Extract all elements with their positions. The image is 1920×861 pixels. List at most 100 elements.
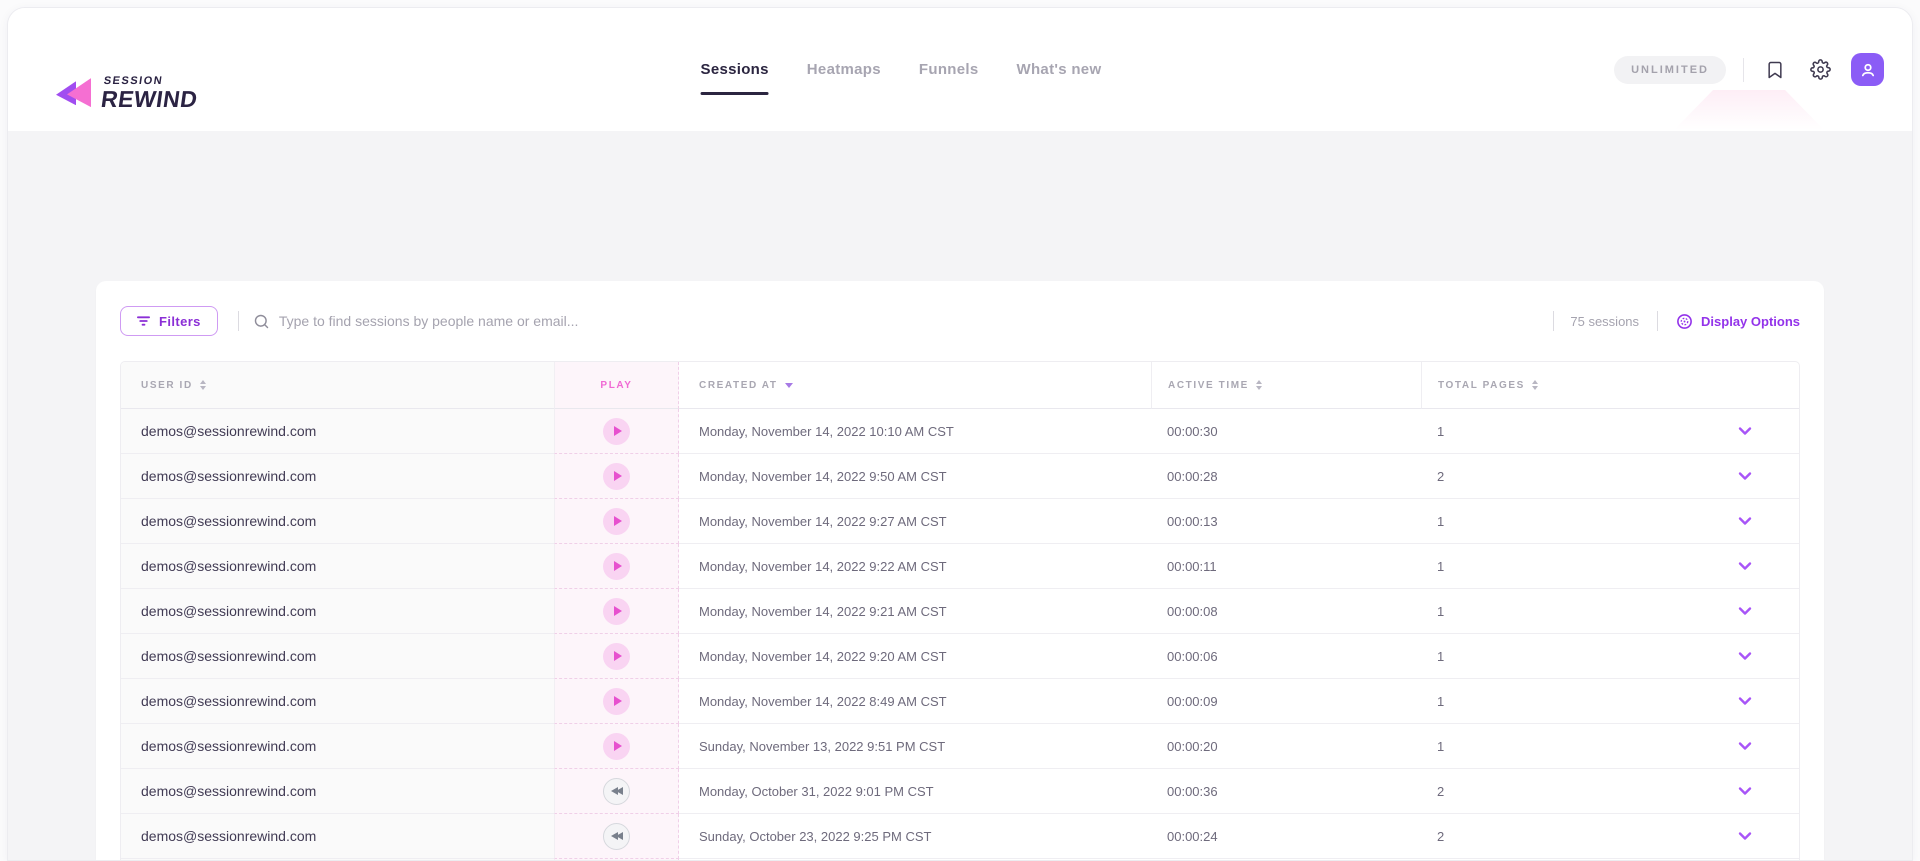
play-session-button[interactable] — [603, 643, 630, 670]
session-count: 75 sessions — [1570, 314, 1639, 329]
active-time-cell: 00:00:24 — [1151, 814, 1421, 859]
play-session-button[interactable] — [603, 598, 630, 625]
table-row[interactable]: demos@sessionrewind.com Monday, November… — [121, 679, 1799, 724]
filter-icon — [137, 315, 150, 327]
bookmark-icon[interactable] — [1761, 56, 1789, 84]
chevron-down-icon[interactable] — [1736, 557, 1754, 575]
filters-button[interactable]: Filters — [120, 306, 218, 336]
rewind-session-button[interactable] — [603, 823, 630, 850]
tab-funnels[interactable]: Funnels — [919, 61, 979, 78]
play-cell — [554, 634, 679, 679]
user-id-cell: demos@sessionrewind.com — [121, 589, 554, 634]
total-pages-cell: 1 — [1421, 499, 1691, 544]
play-cell — [554, 454, 679, 499]
play-cell — [554, 769, 679, 814]
play-session-button[interactable] — [603, 688, 630, 715]
session-rewind-logo[interactable]: SESSION REWIND — [56, 76, 198, 111]
logo-word-rewind: REWIND — [100, 88, 200, 111]
app-window: SESSION REWIND Sessions Heatmaps Funnels… — [7, 7, 1913, 861]
user-id-cell: demos@sessionrewind.com — [121, 409, 554, 454]
plan-badge: UNLIMITED — [1614, 56, 1726, 84]
count-divider-right — [1657, 311, 1658, 331]
tab-whats-new[interactable]: What's new — [1017, 61, 1102, 78]
play-cell — [554, 679, 679, 724]
table-header: User ID Play Created At Active Time — [121, 362, 1799, 409]
play-icon — [614, 426, 622, 436]
rewind-icon — [611, 787, 623, 795]
play-cell — [554, 814, 679, 859]
play-session-button[interactable] — [603, 508, 630, 535]
created-at-cell: Monday, November 14, 2022 9:27 AM CST — [679, 499, 1151, 544]
column-header-user-id[interactable]: User ID — [121, 362, 554, 409]
expand-cell — [1691, 679, 1799, 724]
user-avatar[interactable] — [1851, 53, 1884, 86]
table-row[interactable]: demos@sessionrewind.com Monday, November… — [121, 499, 1799, 544]
created-at-cell: Sunday, November 13, 2022 9:51 PM CST — [679, 724, 1151, 769]
play-session-button[interactable] — [603, 733, 630, 760]
play-icon — [614, 741, 622, 751]
active-time-cell: 00:00:36 — [1151, 769, 1421, 814]
rewind-logo-icon — [56, 79, 92, 109]
expand-cell — [1691, 589, 1799, 634]
sessions-table: User ID Play Created At Active Time — [120, 361, 1800, 861]
table-row[interactable]: demos@sessionrewind.com Monday, November… — [121, 544, 1799, 589]
play-icon — [614, 471, 622, 481]
total-pages-cell: 2 — [1421, 769, 1691, 814]
table-row[interactable]: demos@sessionrewind.com Monday, November… — [121, 634, 1799, 679]
table-row[interactable]: demos@sessionrewind.com Sunday, October … — [121, 814, 1799, 859]
sort-icon — [1532, 380, 1538, 390]
chevron-down-icon[interactable] — [1736, 602, 1754, 620]
play-session-button[interactable] — [603, 418, 630, 445]
active-time-cell: 00:00:28 — [1151, 454, 1421, 499]
chevron-down-icon[interactable] — [1736, 512, 1754, 530]
table-row[interactable]: demos@sessionrewind.com Monday, October … — [121, 769, 1799, 814]
column-header-total-pages[interactable]: Total Pages — [1421, 362, 1691, 409]
chevron-down-icon[interactable] — [1736, 422, 1754, 440]
display-options-button[interactable]: Display Options — [1676, 313, 1800, 330]
column-header-play: Play — [554, 362, 679, 409]
chevron-down-icon[interactable] — [1736, 782, 1754, 800]
search-icon — [253, 313, 270, 330]
rewind-icon — [611, 832, 623, 840]
expand-cell — [1691, 769, 1799, 814]
tab-sessions[interactable]: Sessions — [701, 61, 769, 78]
active-time-cell: 00:00:11 — [1151, 544, 1421, 589]
play-session-button[interactable] — [603, 553, 630, 580]
user-id-cell: demos@sessionrewind.com — [121, 454, 554, 499]
column-header-active-time[interactable]: Active Time — [1151, 362, 1421, 409]
rewind-session-button[interactable] — [603, 778, 630, 805]
badge-glow-decoration — [1674, 90, 1824, 130]
play-session-button[interactable] — [603, 463, 630, 490]
chevron-down-icon[interactable] — [1736, 827, 1754, 845]
created-at-cell: Sunday, October 23, 2022 9:25 PM CST — [679, 814, 1151, 859]
settings-gear-icon[interactable] — [1806, 56, 1834, 84]
active-time-cell: 00:00:06 — [1151, 634, 1421, 679]
total-pages-cell: 1 — [1421, 409, 1691, 454]
table-row[interactable]: demos@sessionrewind.com Monday, November… — [121, 589, 1799, 634]
main-nav: Sessions Heatmaps Funnels What's new — [701, 8, 1102, 131]
total-pages-cell: 1 — [1421, 634, 1691, 679]
total-pages-cell: 1 — [1421, 589, 1691, 634]
play-cell — [554, 409, 679, 454]
chevron-down-icon[interactable] — [1736, 737, 1754, 755]
chevron-down-icon[interactable] — [1736, 467, 1754, 485]
play-cell — [554, 499, 679, 544]
chevron-down-icon[interactable] — [1736, 647, 1754, 665]
table-row[interactable]: demos@sessionrewind.com Monday, November… — [121, 409, 1799, 454]
play-icon — [614, 651, 622, 661]
user-id-cell: demos@sessionrewind.com — [121, 769, 554, 814]
expand-cell — [1691, 634, 1799, 679]
chevron-down-icon[interactable] — [1736, 692, 1754, 710]
table-row[interactable]: demos@sessionrewind.com Sunday, November… — [121, 724, 1799, 769]
play-icon — [614, 516, 622, 526]
total-pages-cell: 2 — [1421, 454, 1691, 499]
column-header-created-at[interactable]: Created At — [679, 362, 1151, 409]
table-row[interactable]: demos@sessionrewind.com Monday, November… — [121, 454, 1799, 499]
created-at-cell: Monday, November 14, 2022 10:10 AM CST — [679, 409, 1151, 454]
created-at-cell: Monday, November 14, 2022 9:22 AM CST — [679, 544, 1151, 589]
search-input[interactable] — [279, 313, 1538, 329]
header-actions: UNLIMITED — [1614, 8, 1884, 131]
user-id-cell: demos@sessionrewind.com — [121, 724, 554, 769]
active-time-cell: 00:00:09 — [1151, 679, 1421, 724]
tab-heatmaps[interactable]: Heatmaps — [807, 61, 881, 78]
